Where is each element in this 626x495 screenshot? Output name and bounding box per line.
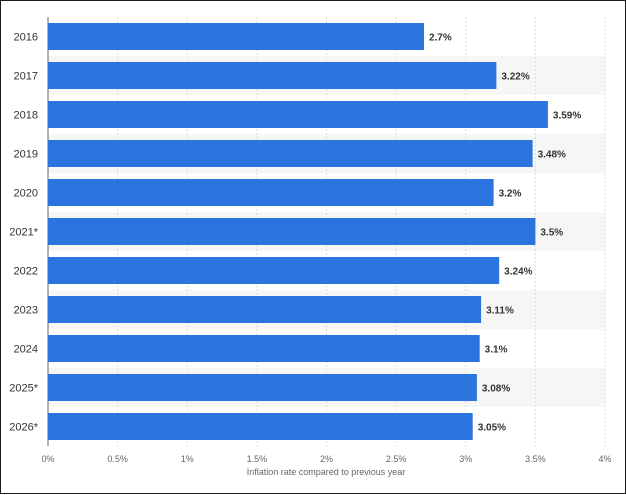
x-tick-label: 3.5% — [525, 454, 546, 464]
bar — [48, 413, 473, 440]
bar — [48, 179, 494, 206]
data-label: 3.1% — [485, 345, 508, 356]
data-label: 3.11% — [486, 306, 514, 317]
category-label: 2017 — [14, 71, 38, 83]
bar — [48, 101, 548, 128]
category-label: 2022 — [14, 266, 38, 278]
bar — [48, 335, 480, 362]
x-tick-label: 2.5% — [386, 454, 407, 464]
data-label: 3.08% — [482, 384, 510, 395]
labels-layer: 0% 0.5% 1% 1.5% 2% 2.5% 3% 3.5% 4% 2016 2.7% 2017 3.… — [9, 32, 611, 465]
category-label: 2021* — [9, 227, 38, 239]
category-label: 2020 — [14, 188, 38, 200]
bars-layer — [48, 23, 548, 440]
category-label: 2019 — [14, 149, 38, 161]
category-label: 2018 — [14, 110, 38, 122]
bar — [48, 23, 424, 50]
x-tick-label: 0.5% — [107, 454, 128, 464]
data-label: 3.48% — [538, 150, 566, 161]
x-tick-label: 3% — [459, 454, 472, 464]
category-label: 2024 — [14, 344, 38, 356]
bar — [48, 140, 533, 167]
data-label: 2.7% — [429, 33, 452, 44]
bar — [48, 257, 500, 284]
bar — [48, 218, 536, 245]
x-tick-label: 1% — [181, 454, 194, 464]
bar — [48, 374, 477, 401]
data-label: 3.5% — [540, 228, 563, 239]
bar — [48, 296, 482, 323]
category-label: 2025* — [9, 383, 38, 395]
bar — [48, 62, 497, 89]
x-axis-title: Inflation rate compared to previous year — [247, 467, 406, 477]
data-label: 3.05% — [478, 423, 506, 434]
data-label: 3.59% — [553, 111, 581, 122]
category-label: 2023 — [14, 305, 38, 317]
category-label: 2016 — [14, 32, 38, 44]
x-tick-label: 4% — [598, 454, 611, 464]
data-label: 3.22% — [501, 72, 529, 83]
x-tick-label: 1.5% — [247, 454, 268, 464]
data-label: 3.2% — [499, 189, 522, 200]
x-tick-label: 0% — [41, 454, 54, 464]
category-label: 2026* — [9, 422, 38, 434]
x-tick-label: 2% — [320, 454, 333, 464]
data-label: 3.24% — [504, 267, 532, 278]
